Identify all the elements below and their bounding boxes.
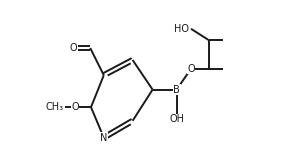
Text: O: O xyxy=(187,64,195,74)
Text: B: B xyxy=(173,85,180,95)
Text: O: O xyxy=(71,102,79,112)
Text: OH: OH xyxy=(169,114,184,124)
Text: HO: HO xyxy=(174,24,189,34)
Text: N: N xyxy=(100,133,108,143)
Text: O: O xyxy=(69,43,77,53)
Text: CH₃: CH₃ xyxy=(46,102,64,112)
